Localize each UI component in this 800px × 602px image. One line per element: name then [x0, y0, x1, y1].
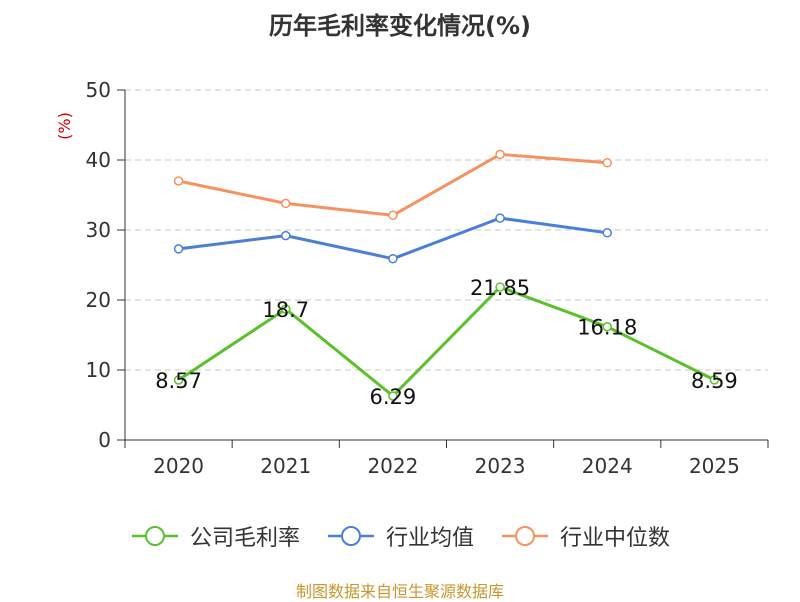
data-label: 16.18: [577, 316, 637, 340]
series-point: [388, 253, 398, 264]
series-point: [495, 213, 505, 223]
series-point: [495, 149, 505, 160]
grid-lines: [125, 89, 768, 371]
legend-swatch-icon: [502, 526, 548, 546]
series-point: [602, 321, 612, 332]
legend-swatch-icon: [327, 526, 374, 546]
source-note: 制图数据来自恒生聚源数据库: [295, 582, 504, 601]
data-label: 8.59: [691, 369, 738, 393]
x-tick-label: 2022: [367, 454, 418, 478]
series-point: [388, 391, 398, 401]
series-point: [173, 176, 184, 186]
legend-swatch-icon: [131, 526, 178, 546]
x-tick-label: 2025: [689, 454, 740, 478]
series-point: [173, 375, 184, 385]
data-label: 8.57: [155, 369, 202, 393]
series-point: [602, 228, 612, 238]
x-tick-label: 2023: [475, 454, 526, 478]
legend: 公司毛利率 行业均值 行业中位数: [0, 520, 800, 552]
x-tick-label: 2021: [260, 454, 311, 478]
y-tick-label: 10: [86, 358, 111, 382]
legend-item[interactable]: 行业均值: [326, 520, 474, 552]
y-tick-label: 30: [86, 218, 111, 242]
chart-title: 历年毛利率变化情况(%): [269, 12, 531, 40]
series-point: [388, 210, 398, 221]
x-tick-label: 2020: [153, 454, 204, 478]
series-point: [281, 304, 291, 314]
series-lines: [173, 149, 720, 401]
legend-label: 行业均值: [385, 526, 474, 551]
legend-item[interactable]: 行业中位数: [500, 520, 670, 552]
y-tick-label: 40: [86, 148, 111, 172]
axes: 0 10 20 30 40 50 (%) 2020 2021 2022 2023 2024 2025: [55, 78, 769, 478]
series-point: [602, 158, 612, 168]
series-point: [281, 230, 291, 241]
data-label: 6.29: [370, 385, 417, 409]
series-point: [495, 282, 505, 292]
series-point: [709, 375, 720, 385]
x-tick-label: 2024: [582, 454, 633, 478]
data-label: 18.7: [262, 298, 309, 322]
series-line-0: [177, 285, 716, 398]
legend-label: 行业中位数: [560, 526, 671, 551]
data-labels: 8.57 18.7 6.29 21.85 16.18 8.59: [155, 276, 738, 409]
y-tick-label: 50: [86, 78, 111, 102]
series-line-1: [178, 216, 608, 261]
y-tick-label: 20: [86, 288, 111, 312]
series-point: [173, 244, 184, 254]
y-axis-label: (%): [55, 112, 74, 140]
y-tick-label: 0: [98, 428, 111, 452]
legend-label: 公司毛利率: [189, 526, 300, 551]
data-label: 21.85: [470, 276, 530, 300]
series-line-2: [178, 152, 608, 217]
legend-item[interactable]: 公司毛利率: [130, 520, 300, 552]
series-point: [281, 198, 291, 209]
